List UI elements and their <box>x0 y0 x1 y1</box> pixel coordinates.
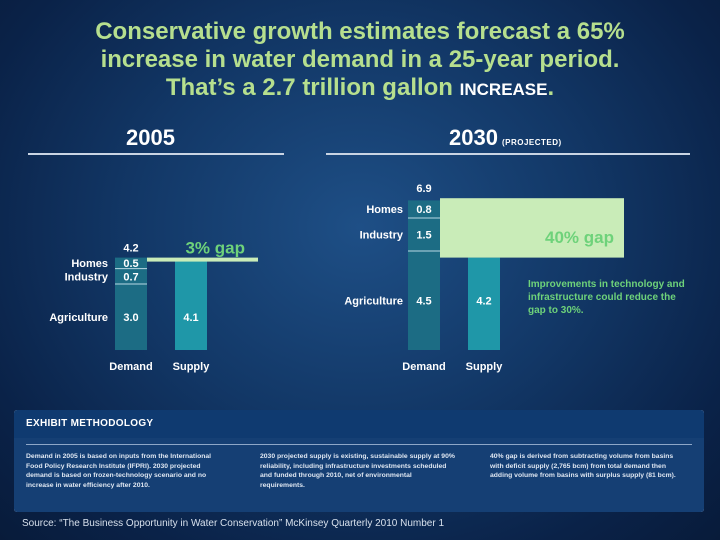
headline-line-3: That’s a 2.7 trillion gallon INCREASE. <box>40 74 680 104</box>
demand-segment-industry-2030 <box>408 218 440 251</box>
demand-segment-homes-2030 <box>408 200 440 218</box>
demand-segment-homes-2005 <box>115 257 147 269</box>
headline-line-2: increase in water demand in a 25-year pe… <box>100 46 620 73</box>
panel-title-2030-text: 2030 <box>449 125 498 150</box>
demand-segment-agriculture-2030 <box>408 251 440 350</box>
supply-value-2005: 4.1 <box>183 312 198 324</box>
demand-total-2005: 4.2 <box>123 243 138 255</box>
methodology-divider <box>26 444 692 445</box>
methodology-body: Demand in 2005 is based on inputs from t… <box>14 438 704 512</box>
headline-line-3-small: INCREASE <box>459 80 548 99</box>
demand-total-2030: 6.9 <box>416 183 431 195</box>
supply-bar-2030 <box>468 257 500 350</box>
headline-line-1: Conservative growth estimates forecast a… <box>95 18 625 45</box>
segment-label-homes-2005: Homes <box>71 258 108 270</box>
segment-label-industry-2005: Industry <box>65 271 109 283</box>
panel-rule-2005 <box>28 153 284 155</box>
demand-segment-agriculture-2005 <box>115 284 147 350</box>
headline-line-3-main: That’s a 2.7 trillion gallon <box>165 74 460 101</box>
methodology-panel: EXHIBIT METHODOLOGY Demand in 2005 is ba… <box>14 410 704 512</box>
panel-rule-2030 <box>326 153 690 155</box>
demand-value-homes-2005: 0.5 <box>123 258 138 270</box>
category-label-supply-2030: Supply <box>466 361 504 373</box>
segment-label-agriculture-2005: Agriculture <box>49 312 108 324</box>
panel-title-2030: 2030 (PROJECTED) <box>449 125 562 151</box>
segment-label-agriculture-2030: Agriculture <box>344 296 403 308</box>
panel-title-2005: 2005 <box>126 125 175 151</box>
headline: Conservative growth estimates forecast a… <box>40 18 680 104</box>
panel-subtitle-2030: (PROJECTED) <box>501 138 562 147</box>
segment-label-industry-2030: Industry <box>360 230 404 242</box>
segment-label-homes-2030: Homes <box>366 204 403 216</box>
demand-value-industry-2005: 0.7 <box>123 271 138 283</box>
gap-label-2030: 40% gap <box>545 228 614 247</box>
panel-title-2005-text: 2005 <box>126 125 175 150</box>
gap-reduction-note: Improvements in technology and infrastru… <box>528 279 685 316</box>
methodology-title: EXHIBIT METHODOLOGY <box>14 410 704 438</box>
gap-label-2005: 3% gap <box>185 239 245 258</box>
demand-value-homes-2030: 0.8 <box>416 204 431 216</box>
headline-line-3-end: . <box>547 74 555 101</box>
gap-band-2005 <box>147 257 258 262</box>
source-citation: Source: “The Business Opportunity in Wat… <box>22 518 445 529</box>
methodology-col-1: Demand in 2005 is based on inputs from t… <box>26 453 212 489</box>
demand-segment-industry-2005 <box>115 268 147 284</box>
methodology-col-3: 40% gap is derived from subtracting volu… <box>490 453 676 479</box>
supply-bar-2005 <box>175 259 207 350</box>
demand-value-agriculture-2005: 3.0 <box>123 312 138 324</box>
category-label-demand-2030: Demand <box>402 361 445 373</box>
demand-value-industry-2030: 1.5 <box>416 230 431 242</box>
category-label-supply-2005: Supply <box>173 361 211 373</box>
methodology-col-2: 2030 projected supply is existing, susta… <box>260 453 455 489</box>
category-label-demand-2005: Demand <box>109 361 152 373</box>
demand-value-agriculture-2030: 4.5 <box>416 296 431 308</box>
gap-band-2030 <box>440 198 624 258</box>
supply-value-2030: 4.2 <box>476 296 491 308</box>
